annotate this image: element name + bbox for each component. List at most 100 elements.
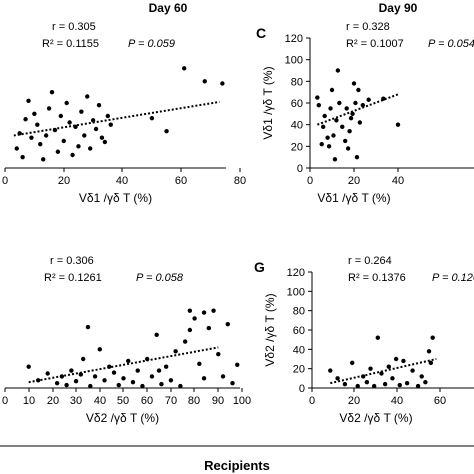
- y-tick-label: 20: [291, 141, 303, 153]
- y-tick-label: 80: [291, 76, 303, 88]
- x-tick-label: 20: [348, 395, 360, 407]
- x-tick-label: 80: [188, 395, 200, 407]
- data-point: [350, 360, 355, 366]
- data-point: [354, 154, 360, 160]
- x-tick-label: 40: [391, 395, 403, 407]
- data-point: [329, 87, 335, 93]
- data-point: [29, 135, 34, 140]
- data-point: [332, 157, 338, 162]
- data-point: [337, 100, 342, 106]
- data-point: [69, 368, 74, 373]
- data-point: [58, 113, 64, 119]
- stat-r: r = 0.264: [348, 255, 392, 267]
- data-point: [49, 89, 55, 95]
- header-day-60: Day 60: [149, 1, 188, 15]
- data-point: [26, 364, 31, 369]
- y-axis-label: Vδ2 /γδ T (%): [263, 293, 277, 366]
- data-point: [40, 157, 46, 162]
- data-point: [361, 374, 366, 379]
- data-point: [390, 376, 395, 381]
- trend-line: [13, 100, 220, 137]
- data-point: [156, 368, 162, 373]
- data-point: [64, 100, 69, 106]
- data-point: [334, 118, 339, 123]
- y-tick-label: 40: [291, 120, 303, 132]
- x-tick-label: 20: [348, 175, 360, 187]
- data-point: [325, 135, 330, 140]
- stat-r-squared: R² = 0.1155: [42, 38, 99, 50]
- y-tick-label: 80: [293, 306, 305, 318]
- data-point: [102, 378, 107, 383]
- y-tick-label: 60: [291, 98, 303, 110]
- data-point: [386, 364, 391, 369]
- data-point: [328, 106, 333, 111]
- data-point: [159, 381, 164, 387]
- data-point: [61, 138, 66, 144]
- data-point: [371, 383, 377, 389]
- data-point: [315, 95, 320, 100]
- data-point: [393, 356, 399, 362]
- data-point: [187, 327, 193, 333]
- stat-p-value: P = 0.054: [428, 38, 474, 50]
- data-point: [59, 374, 65, 379]
- data-point: [423, 380, 428, 385]
- data-point: [364, 380, 370, 385]
- data-point: [67, 120, 72, 125]
- trend-line: [330, 358, 437, 385]
- y-tick-label: 0: [297, 163, 303, 175]
- data-point: [335, 376, 340, 381]
- data-point: [97, 347, 103, 352]
- data-point: [404, 380, 410, 386]
- data-point: [347, 128, 352, 134]
- data-point: [105, 113, 111, 119]
- y-tick-label: 100: [287, 286, 305, 298]
- data-point: [93, 126, 99, 132]
- data-point: [81, 356, 86, 362]
- data-point: [326, 144, 332, 149]
- data-point: [220, 374, 226, 379]
- stat-r: r = 0.328: [346, 21, 390, 33]
- data-point: [225, 322, 230, 327]
- data-point: [46, 106, 52, 111]
- data-point: [107, 364, 112, 369]
- x-tick-label: 0: [309, 395, 315, 407]
- x-tick-label: 40: [392, 175, 404, 187]
- stat-r: r = 0.305: [52, 21, 96, 33]
- data-point: [368, 366, 373, 371]
- data-point: [395, 122, 401, 127]
- data-point: [355, 383, 360, 389]
- data-point: [154, 332, 159, 338]
- data-point: [343, 138, 348, 144]
- data-point: [135, 368, 140, 373]
- x-tick-label: 60: [434, 395, 446, 407]
- data-point: [35, 378, 41, 383]
- data-point: [140, 383, 145, 389]
- y-tick-label: 20: [293, 364, 305, 376]
- header-day-90: Day 90: [379, 1, 418, 15]
- x-tick-label: 70: [165, 395, 177, 407]
- data-point: [426, 349, 432, 354]
- data-point: [340, 124, 345, 130]
- data-point: [116, 382, 121, 388]
- data-point: [235, 362, 240, 367]
- data-point: [149, 374, 155, 379]
- data-point: [356, 87, 361, 93]
- data-point: [126, 358, 131, 364]
- panel-c-day90-vd1: 0 20 40 0 20 40 60 80 100 120 Vδ1 /γδ T (%) Vδ1 /γδ…: [256, 21, 474, 205]
- panel-day60-vd2: 0 10 20 30 40 50 60 70 80 90 100 Vδ2 /γδ T (%) r = 0…: [2, 255, 251, 425]
- data-point: [64, 382, 69, 388]
- data-point: [335, 68, 341, 73]
- data-point: [230, 380, 235, 386]
- y-axis-label: Vδ1 /γδ T (%): [261, 66, 275, 139]
- y-tick-label: 120: [285, 33, 303, 45]
- data-point: [206, 325, 212, 331]
- data-point: [173, 349, 178, 354]
- data-point: [375, 335, 381, 340]
- data-point: [43, 133, 49, 138]
- data-point: [202, 79, 207, 84]
- data-point: [54, 380, 60, 386]
- data-point: [192, 316, 197, 321]
- data-point: [111, 370, 117, 375]
- data-point: [382, 381, 388, 387]
